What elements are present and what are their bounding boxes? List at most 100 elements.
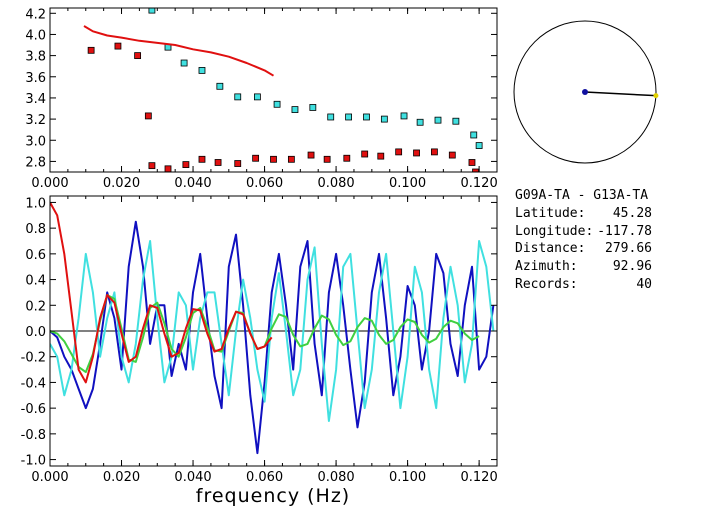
plot-frame [49, 7, 498, 173]
data-point [182, 161, 190, 168]
x-tick-label: 0.000 [31, 176, 68, 191]
y-tick-label: 3.0 [25, 134, 46, 149]
x-axis-label: frequency (Hz) [196, 485, 350, 507]
data-point [475, 142, 483, 149]
data-point [252, 154, 260, 162]
azimuth-label: Azimuth: [515, 259, 578, 274]
x-tick-label: 0.120 [461, 176, 498, 191]
longitude-label: Longitude: [515, 224, 593, 239]
data-point [307, 151, 315, 159]
data-point [377, 152, 385, 160]
y-tick-label: -0.8 [21, 428, 46, 443]
y-tick-label: 3.4 [25, 92, 46, 107]
data-point [214, 159, 222, 166]
x-tick-label: 0.100 [389, 176, 426, 191]
data-point [273, 100, 281, 108]
y-tick-label: 0.8 [25, 222, 46, 237]
x-tick-label: 0.020 [103, 470, 140, 485]
data-point [470, 131, 478, 139]
data-point [254, 93, 261, 101]
data-point [164, 165, 172, 172]
distance-label: Distance: [515, 241, 585, 256]
y-tick-label: 4.2 [25, 7, 46, 22]
data-point [468, 159, 476, 166]
data-point [287, 155, 295, 163]
data-point [452, 117, 460, 125]
data-point [413, 149, 420, 157]
y-tick-label: -0.4 [21, 376, 46, 391]
data-point [309, 104, 317, 111]
y-tick-label: 3.8 [25, 50, 46, 65]
azimuth-circle [513, 20, 657, 164]
data-point [198, 67, 206, 74]
data-point [327, 113, 335, 121]
y-tick-label: -0.2 [21, 351, 46, 366]
x-tick-label: 0.080 [317, 470, 354, 485]
station-pair-label: G09A-TA - G13A-TA [515, 188, 648, 203]
azimuth-value: 92.96 [613, 259, 652, 274]
records-value: 40 [636, 277, 652, 292]
y-tick-label: -1.0 [21, 454, 46, 469]
data-point [416, 118, 424, 126]
data-point [144, 112, 152, 120]
data-point [148, 8, 156, 14]
x-tick-label: 0.100 [389, 470, 426, 485]
data-point [114, 42, 122, 50]
data-point [361, 150, 369, 158]
longitude-value: -117.78 [597, 224, 652, 239]
x-tick-label: 0.040 [174, 470, 211, 485]
latitude-label: Latitude: [515, 206, 585, 221]
records-label: Records: [515, 277, 578, 292]
y-tick-label: 4.0 [25, 28, 46, 43]
data-point [87, 46, 95, 54]
data-point [472, 168, 479, 172]
data-point [270, 155, 277, 163]
latitude-value: 45.28 [613, 206, 652, 221]
data-point [234, 93, 242, 101]
y-tick-label: 0.6 [25, 248, 46, 263]
distance-value: 279.66 [605, 241, 652, 256]
correlation-plot: 0.000 0.020 0.040 0.060 0.080 0.100 0.120 1.0 0.… [21, 195, 498, 485]
azimuth-line [584, 91, 656, 97]
data-point [345, 113, 352, 121]
series-line-cyan [50, 240, 495, 422]
data-point [363, 113, 370, 121]
data-point [395, 148, 403, 156]
x-tick-label: 0.060 [246, 176, 283, 191]
destination-station-dot [653, 93, 659, 99]
data-point [234, 160, 242, 167]
series-line-red [83, 25, 275, 77]
plot-area [50, 201, 497, 455]
data-point [448, 151, 456, 159]
data-point [323, 155, 331, 163]
x-tick-label: 0.040 [174, 176, 211, 191]
velocity-plot: 0.000 0.020 0.040 0.060 0.080 0.100 0.120 4.2 4.… [25, 7, 497, 191]
y-tick-label: 0.2 [25, 299, 46, 314]
data-point [134, 52, 142, 60]
data-point [343, 154, 351, 162]
data-point [434, 116, 442, 124]
y-tick-label: 0.0 [25, 325, 46, 340]
data-point [198, 155, 206, 163]
data-point [180, 59, 188, 67]
x-tick-label: 0.080 [317, 176, 354, 191]
data-point [400, 112, 408, 120]
y-tick-label: -0.6 [21, 402, 46, 417]
y-tick-label: 3.2 [25, 113, 46, 128]
y-tick-label: 3.6 [25, 71, 46, 86]
data-point [291, 106, 299, 113]
data-point [148, 162, 156, 170]
data-point [431, 148, 438, 156]
y-tick-label: 0.4 [25, 274, 46, 289]
data-point [216, 82, 224, 90]
y-tick-label: 1.0 [25, 196, 46, 211]
x-tick-label: 0.120 [461, 470, 498, 485]
series-line-red [50, 201, 273, 384]
x-tick-label: 0.000 [31, 470, 68, 485]
azimuth-inset [513, 20, 659, 164]
origin-station-dot [582, 89, 588, 95]
y-tick-label: 2.8 [25, 155, 46, 170]
plot-area [83, 8, 483, 172]
x-tick-label: 0.060 [246, 470, 283, 485]
